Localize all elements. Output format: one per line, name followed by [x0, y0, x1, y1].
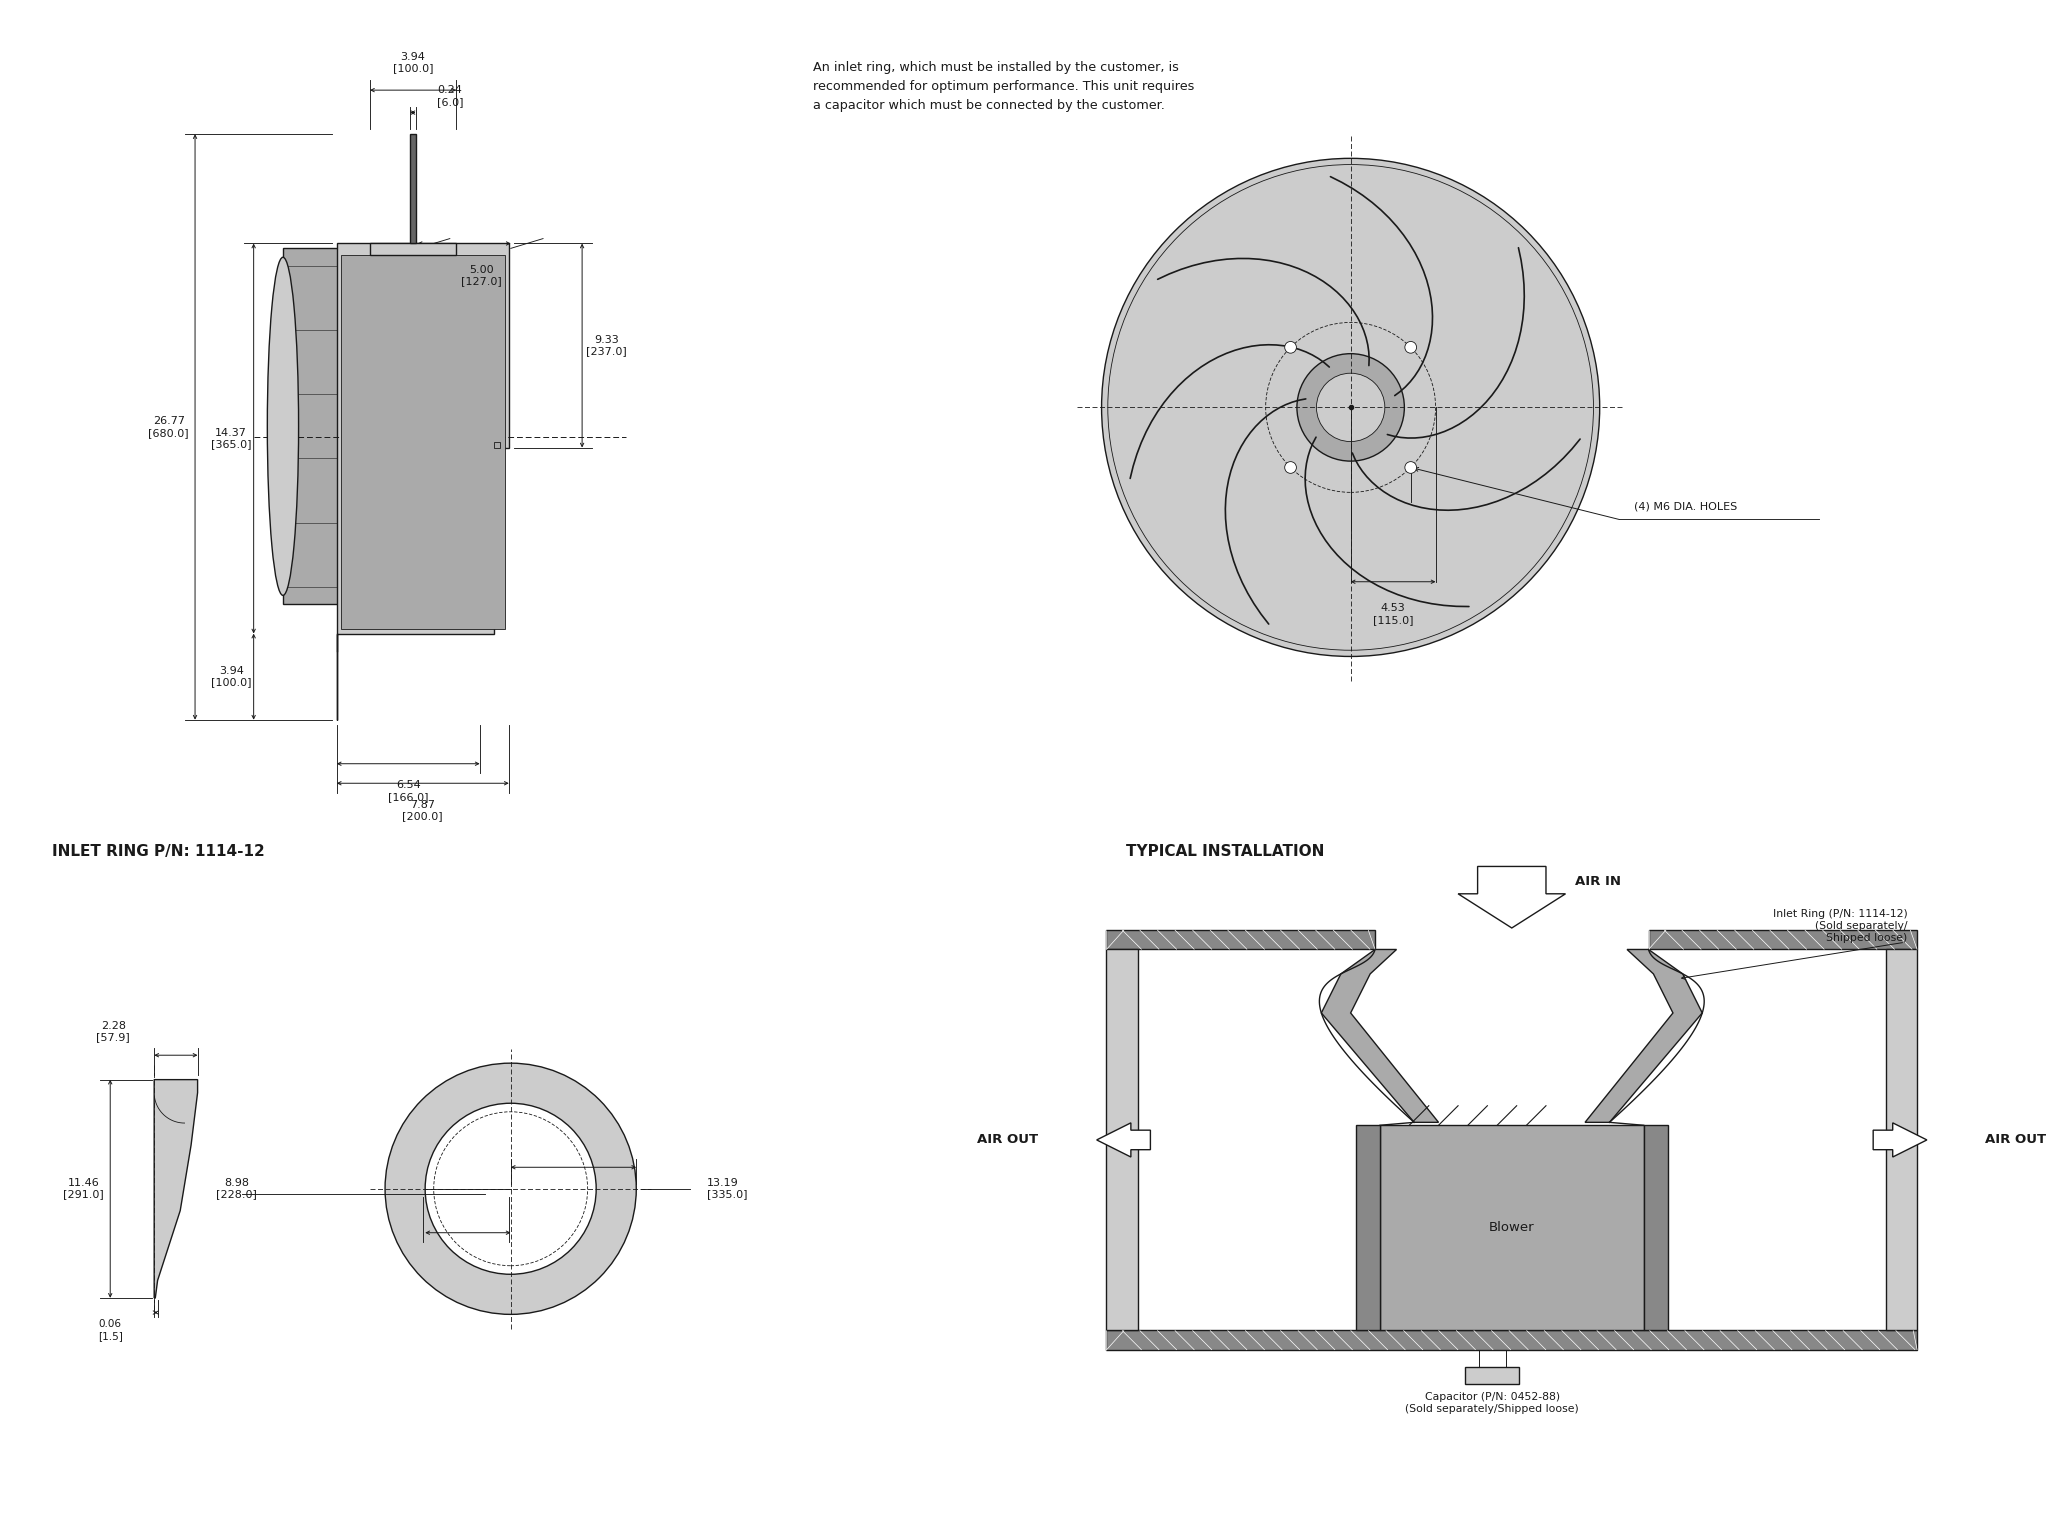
- Text: 7.87
[200.0]: 7.87 [200.0]: [403, 801, 442, 822]
- Polygon shape: [1321, 949, 1438, 1123]
- Polygon shape: [371, 243, 457, 255]
- Polygon shape: [1106, 930, 1374, 949]
- Text: 0.24
[6.0]: 0.24 [6.0]: [436, 85, 463, 106]
- Text: 0.06
[1.5]: 0.06 [1.5]: [98, 1320, 123, 1341]
- Polygon shape: [1466, 1367, 1520, 1384]
- Text: AIR OUT: AIR OUT: [977, 1133, 1038, 1147]
- Text: Blower: Blower: [1489, 1221, 1534, 1235]
- Text: 8.98
[228.0]: 8.98 [228.0]: [217, 1177, 258, 1200]
- Text: 4.53
[115.0]: 4.53 [115.0]: [1372, 603, 1413, 624]
- Polygon shape: [340, 255, 506, 629]
- Polygon shape: [1645, 1126, 1667, 1331]
- Polygon shape: [283, 249, 344, 605]
- Circle shape: [1405, 342, 1417, 354]
- Polygon shape: [1106, 1331, 1917, 1350]
- Polygon shape: [1356, 1126, 1380, 1331]
- Circle shape: [426, 1103, 596, 1274]
- Text: TYPICAL INSTALLATION: TYPICAL INSTALLATION: [1126, 845, 1325, 860]
- Circle shape: [1296, 354, 1405, 462]
- Text: 14.37
[365.0]: 14.37 [365.0]: [211, 428, 252, 450]
- Text: (4) M6 DIA. HOLES: (4) M6 DIA. HOLES: [1634, 501, 1737, 512]
- Text: 5.00
[127.0]: 5.00 [127.0]: [461, 264, 502, 287]
- Circle shape: [1284, 342, 1296, 354]
- Polygon shape: [1106, 949, 1139, 1331]
- Text: 3.94
[100.0]: 3.94 [100.0]: [211, 665, 252, 688]
- Text: Inlet Ring (P/N: 1114-12)
(Sold separately/
Shipped loose): Inlet Ring (P/N: 1114-12) (Sold separate…: [1774, 910, 1907, 943]
- Text: 9.33
[237.0]: 9.33 [237.0]: [586, 334, 627, 357]
- Text: 26.77
[680.0]: 26.77 [680.0]: [147, 416, 188, 437]
- Text: 2.28
[57.9]: 2.28 [57.9]: [96, 1021, 129, 1042]
- Ellipse shape: [268, 257, 299, 595]
- Polygon shape: [1886, 949, 1917, 1331]
- Text: AIR IN: AIR IN: [1575, 875, 1622, 887]
- Polygon shape: [154, 1080, 197, 1297]
- Text: An inlet ring, which must be installed by the customer, is
recommended for optim: An inlet ring, which must be installed b…: [813, 61, 1194, 112]
- Circle shape: [1284, 462, 1296, 474]
- Polygon shape: [1649, 930, 1917, 949]
- Circle shape: [1317, 374, 1384, 442]
- Text: INLET RING P/N: 1114-12: INLET RING P/N: 1114-12: [51, 845, 264, 860]
- Text: 6.54
[166.0]: 6.54 [166.0]: [387, 781, 428, 802]
- Circle shape: [1102, 158, 1599, 656]
- Polygon shape: [1874, 1123, 1927, 1157]
- Polygon shape: [1458, 866, 1565, 928]
- Polygon shape: [410, 134, 416, 243]
- Text: 11.46
[291.0]: 11.46 [291.0]: [63, 1177, 104, 1200]
- Polygon shape: [1380, 1126, 1645, 1331]
- Circle shape: [1405, 462, 1417, 474]
- Text: 13.19
[335.0]: 13.19 [335.0]: [707, 1177, 748, 1200]
- Polygon shape: [1585, 949, 1702, 1123]
- Polygon shape: [336, 243, 508, 720]
- Polygon shape: [1096, 1123, 1151, 1157]
- Text: AIR OUT: AIR OUT: [1985, 1133, 2046, 1147]
- Text: Capacitor (P/N: 0452-88)
(Sold separately/Shipped loose): Capacitor (P/N: 0452-88) (Sold separatel…: [1405, 1391, 1579, 1414]
- Circle shape: [385, 1063, 637, 1314]
- Text: 3.94
[100.0]: 3.94 [100.0]: [393, 52, 434, 73]
